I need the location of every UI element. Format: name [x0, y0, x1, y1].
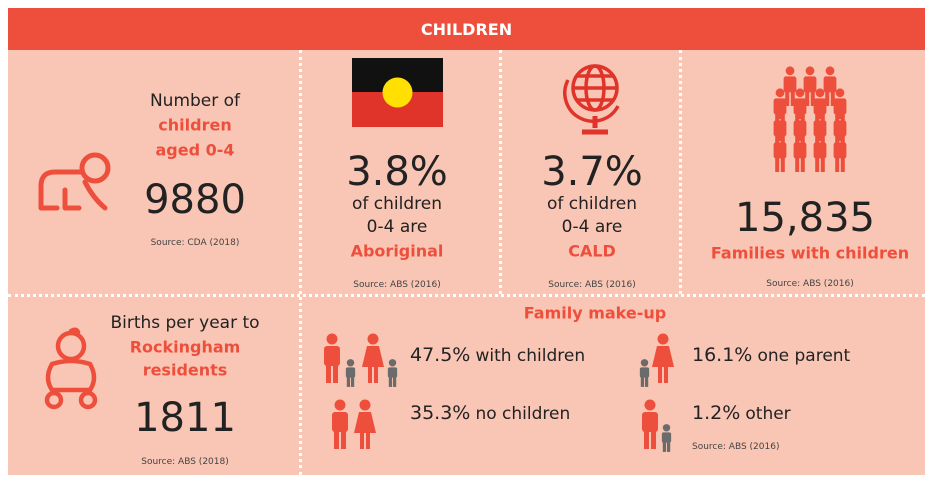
divider: [499, 50, 502, 294]
baby-icon: [44, 327, 98, 410]
label: of children: [352, 194, 442, 214]
item-label: other: [745, 404, 791, 424]
family-title: Family make-up: [523, 303, 667, 323]
label: Number of: [149, 91, 241, 111]
panel: [8, 50, 925, 475]
value: 3.7%: [541, 149, 643, 195]
item-label: one parent: [757, 346, 851, 366]
value: 9880: [144, 177, 246, 223]
source: Source: CDA (2018): [150, 238, 240, 248]
highlight: Aboriginal: [350, 241, 444, 261]
highlight: children: [158, 115, 232, 135]
source: Source: ABS (2016): [548, 280, 636, 290]
baby-icon: [38, 152, 111, 211]
label: Births per year to: [110, 313, 260, 333]
family-icon: [324, 333, 398, 387]
family-item: 1.2% other: [692, 402, 791, 424]
highlight: residents: [142, 360, 228, 380]
other-icon: [642, 399, 672, 452]
couple-icon: [332, 399, 376, 449]
source: Source: ABS (2016): [692, 442, 780, 452]
source: Source: ABS (2016): [353, 280, 441, 290]
divider: [8, 294, 925, 297]
item-value: 16.1%: [692, 344, 753, 366]
highlight: CALD: [568, 241, 616, 261]
highlight: Families with children: [710, 243, 910, 263]
highlight: aged 0-4: [155, 140, 235, 160]
item-label: no children: [475, 404, 571, 424]
source: Source: ABS (2018): [141, 457, 229, 467]
divider: [679, 50, 682, 294]
label: 0-4 are: [561, 217, 623, 237]
one-parent-icon: [639, 333, 674, 387]
item-label: with children: [475, 346, 586, 366]
highlight: Rockingham: [129, 337, 241, 357]
label: 0-4 are: [366, 217, 428, 237]
value: 15,835: [735, 195, 875, 241]
item-value: 35.3%: [410, 402, 471, 424]
divider: [299, 50, 302, 475]
header-bar: CHILDREN: [8, 8, 925, 50]
item-value: 47.5%: [410, 344, 471, 366]
label: of children: [547, 194, 637, 214]
header-title: CHILDREN: [420, 19, 513, 39]
family-item: 35.3% no children: [410, 402, 570, 424]
family-item: 16.1% one parent: [692, 344, 850, 366]
item-value: 1.2%: [692, 402, 741, 424]
flag-icon: [352, 58, 443, 127]
family-item: 47.5% with children: [410, 344, 585, 366]
globe-icon: [563, 64, 620, 135]
value: 1811: [134, 395, 236, 441]
value: 3.8%: [346, 149, 448, 195]
source: Source: ABS (2016): [766, 279, 854, 289]
crowd-icon: [773, 66, 847, 172]
